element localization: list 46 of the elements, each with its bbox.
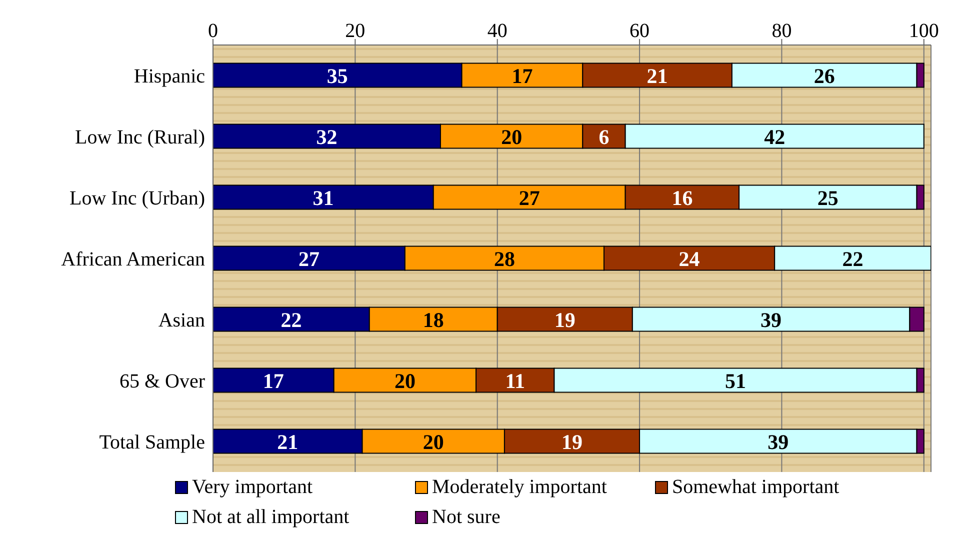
x-tick-label: 60 <box>630 20 650 42</box>
data-label: 17 <box>262 368 284 393</box>
data-label: 35 <box>326 64 348 88</box>
data-label: 32 <box>316 124 338 149</box>
x-tick-label: 100 <box>908 20 939 42</box>
x-tick-label: 0 <box>208 20 218 42</box>
data-label: 11 <box>505 368 526 393</box>
data-label: 20 <box>394 368 416 393</box>
y-tick-label: Low Inc (Urban) <box>70 188 205 210</box>
data-label: 22 <box>842 246 864 271</box>
data-label: 20 <box>422 430 444 454</box>
legend-label: Very important <box>191 475 314 500</box>
legend-label: Not sure <box>431 505 502 530</box>
data-label: 24 <box>678 246 700 271</box>
data-label: 42 <box>764 124 786 149</box>
data-label: 6 <box>598 124 610 149</box>
data-label: 19 <box>554 308 576 332</box>
data-label: 39 <box>760 308 782 332</box>
data-label: 27 <box>298 246 320 271</box>
y-tick-label: Total Sample <box>99 432 206 454</box>
y-tick-label: 65 & Over <box>119 370 206 393</box>
data-label: 25 <box>817 186 838 210</box>
data-label: 22 <box>280 308 302 332</box>
x-tick-label: 20 <box>345 20 366 42</box>
data-label: 21 <box>277 430 298 454</box>
x-tick-label: 40 <box>487 20 508 42</box>
legend-label: Somewhat important <box>671 475 840 500</box>
data-label: 26 <box>814 64 835 88</box>
data-label: 16 <box>672 186 693 210</box>
data-label: 31 <box>312 186 334 210</box>
x-tick-label: 80 <box>772 20 792 42</box>
data-label: 39 <box>768 430 789 454</box>
data-label: 18 <box>422 308 444 332</box>
y-tick-label: Hispanic <box>134 66 206 88</box>
y-tick-label: African American <box>61 248 205 271</box>
data-label: 19 <box>562 430 582 454</box>
legend-label: Moderately important <box>431 475 608 500</box>
data-label: 27 <box>518 186 540 210</box>
legend-label: Not at all important <box>191 505 350 530</box>
data-label: 17 <box>512 64 533 88</box>
y-tick-label: Low Inc (Rural) <box>75 126 205 149</box>
y-tick-label: Asian <box>158 310 205 332</box>
data-label: 51 <box>725 368 746 393</box>
data-label: 28 <box>494 246 515 271</box>
data-label: 20 <box>501 124 522 149</box>
data-label: 21 <box>646 64 668 88</box>
